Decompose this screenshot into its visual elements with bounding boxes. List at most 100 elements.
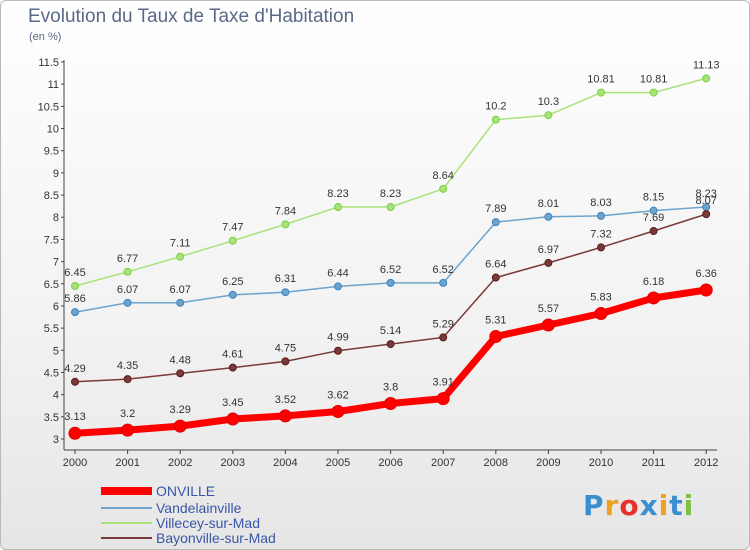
y-tick-label: 8 bbox=[53, 212, 59, 224]
data-label: 5.57 bbox=[538, 303, 559, 315]
data-label: 7.32 bbox=[590, 228, 611, 240]
chart-title: Evolution du Taux de Taxe d'Habitation bbox=[28, 6, 355, 27]
y-tick-label: 3 bbox=[53, 434, 59, 446]
data-label: 6.25 bbox=[222, 276, 243, 288]
x-tick-label: 2001 bbox=[115, 457, 139, 469]
data-label: 4.99 bbox=[327, 332, 348, 344]
data-point bbox=[71, 281, 79, 290]
data-label: 3.8 bbox=[383, 382, 398, 394]
y-tick-label: 10.5 bbox=[38, 101, 59, 113]
data-point bbox=[649, 206, 658, 215]
logo-letter: r bbox=[604, 489, 620, 522]
y-tick-label: 6.5 bbox=[44, 279, 59, 291]
data-point bbox=[649, 88, 658, 97]
data-point bbox=[123, 298, 132, 307]
data-label: 3.91 bbox=[432, 377, 453, 389]
y-tick-label: 4.5 bbox=[44, 367, 59, 379]
data-label: 6.44 bbox=[327, 267, 348, 279]
series-line-2 bbox=[74, 77, 707, 287]
data-label: 3.45 bbox=[222, 397, 243, 409]
data-point bbox=[123, 267, 132, 276]
data-label: 6.07 bbox=[117, 284, 138, 296]
y-tick-label: 5 bbox=[53, 345, 59, 357]
data-point bbox=[594, 306, 608, 320]
data-label: 7.47 bbox=[222, 222, 243, 234]
data-label: 11.13 bbox=[693, 59, 720, 71]
data-point bbox=[228, 236, 237, 245]
logo-letter: P bbox=[583, 489, 605, 522]
data-point bbox=[281, 357, 290, 366]
data-label: 3.2 bbox=[120, 408, 135, 420]
y-tick-label: 7.5 bbox=[44, 234, 59, 246]
data-point bbox=[176, 369, 185, 378]
y-tick-label: 11 bbox=[48, 79, 59, 91]
x-tick-label: 2002 bbox=[168, 457, 192, 469]
data-point bbox=[334, 346, 342, 355]
x-tick-label: 2012 bbox=[694, 457, 718, 469]
x-tick-label: 2007 bbox=[431, 457, 455, 469]
data-point bbox=[68, 426, 82, 440]
data-label: 6.31 bbox=[275, 273, 296, 285]
data-point bbox=[228, 290, 237, 299]
data-point bbox=[334, 203, 342, 212]
data-label: 8.07 bbox=[695, 195, 716, 207]
data-label: 8.15 bbox=[643, 192, 664, 204]
data-label: 7.89 bbox=[485, 203, 506, 215]
y-tick-label: 3.5 bbox=[44, 412, 59, 424]
data-point bbox=[226, 412, 240, 426]
legend-label-0: ONVILLE bbox=[156, 483, 215, 499]
data-point bbox=[123, 375, 132, 384]
data-point bbox=[281, 220, 290, 229]
x-tick-label: 2004 bbox=[273, 457, 297, 469]
data-label: 5.83 bbox=[590, 291, 611, 303]
data-label: 4.75 bbox=[275, 342, 296, 354]
data-point bbox=[702, 210, 711, 219]
data-point bbox=[649, 226, 658, 235]
logo-letter: t bbox=[669, 489, 684, 522]
data-label: 3.13 bbox=[64, 411, 85, 423]
proxiti-logo: Proxiti bbox=[583, 489, 694, 522]
data-point bbox=[597, 243, 605, 252]
data-point bbox=[544, 212, 553, 221]
x-tick-label: 2003 bbox=[221, 457, 245, 469]
data-label: 8.23 bbox=[695, 188, 716, 200]
data-point bbox=[544, 111, 553, 120]
legend-label-2: Villecey-sur-Mad bbox=[156, 515, 260, 531]
data-label: 5.14 bbox=[380, 325, 401, 337]
data-label: 10.2 bbox=[485, 101, 506, 113]
data-point bbox=[281, 288, 290, 297]
y-tick-label: 7 bbox=[53, 257, 59, 269]
data-label: 10.3 bbox=[538, 96, 559, 108]
x-tick-label: 2010 bbox=[589, 457, 613, 469]
x-tick-label: 2005 bbox=[326, 457, 350, 469]
data-point bbox=[386, 278, 395, 287]
data-label: 3.52 bbox=[275, 394, 296, 406]
data-point bbox=[647, 291, 661, 305]
data-label: 10.81 bbox=[587, 74, 615, 86]
data-point bbox=[541, 318, 555, 332]
data-point bbox=[436, 392, 450, 406]
data-label: 6.97 bbox=[538, 244, 559, 256]
data-label: 8.23 bbox=[380, 188, 401, 200]
data-label: 7.84 bbox=[275, 205, 296, 217]
data-label: 3.62 bbox=[327, 390, 348, 402]
data-point bbox=[439, 184, 448, 193]
logo-letter: i bbox=[658, 489, 670, 522]
y-tick-label: 4 bbox=[53, 390, 59, 402]
logo-letter: o bbox=[619, 489, 640, 522]
data-label: 10.81 bbox=[640, 74, 668, 86]
y-tick-label: 9.5 bbox=[44, 146, 59, 158]
data-point bbox=[121, 423, 135, 437]
data-label: 8.23 bbox=[327, 188, 348, 200]
data-point bbox=[331, 405, 345, 419]
y-tick-label: 9 bbox=[53, 168, 59, 180]
data-label: 8.03 bbox=[590, 197, 611, 209]
data-point bbox=[439, 278, 448, 287]
data-point bbox=[489, 330, 503, 344]
data-point bbox=[597, 211, 605, 220]
data-label: 4.48 bbox=[169, 354, 190, 366]
x-tick-label: 2011 bbox=[642, 457, 666, 469]
data-point bbox=[386, 340, 395, 349]
data-point bbox=[173, 419, 187, 433]
data-label: 6.52 bbox=[432, 264, 453, 276]
